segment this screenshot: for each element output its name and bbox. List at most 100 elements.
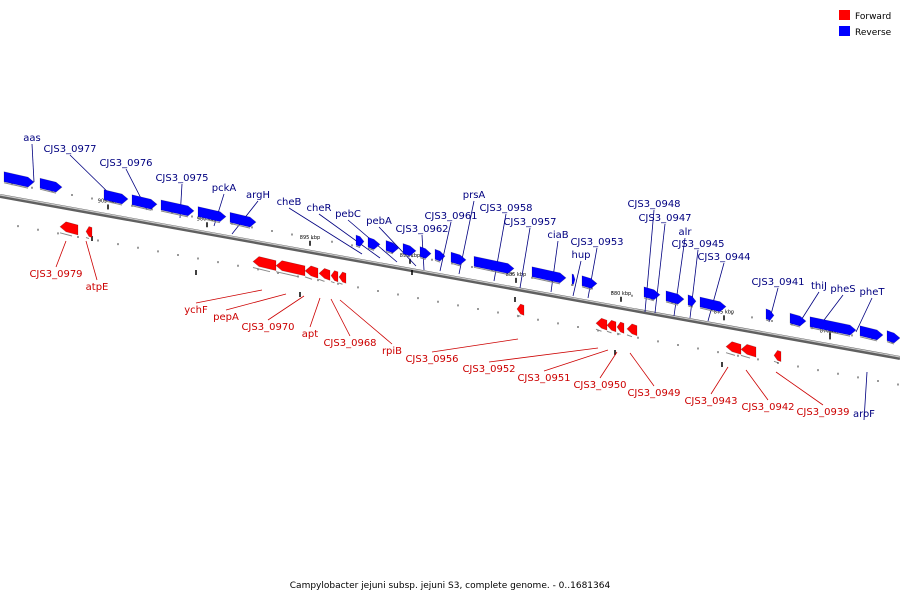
- reverse-gene: [581, 275, 598, 289]
- gene-label: cheR: [307, 203, 332, 214]
- leader-line: [85, 240, 98, 281]
- reverse-gene: [531, 266, 567, 284]
- gene-label: CJS3_0948: [627, 199, 680, 210]
- reverse-gene: [859, 325, 884, 341]
- reverse-gene: [665, 290, 685, 305]
- leader-line: [55, 240, 67, 268]
- reverse-gene: [643, 286, 661, 301]
- reverse-gene: [103, 189, 129, 205]
- gene-label: CJS3_0944: [697, 252, 750, 263]
- leader-line: [288, 207, 363, 255]
- kbp-tick-label: 885 kbp: [506, 272, 526, 278]
- gene-shadow: [789, 323, 801, 328]
- gene-shadow: [85, 237, 90, 240]
- gene-shadow: [581, 286, 592, 290]
- leader-line: [225, 293, 287, 311]
- leader-line: [195, 289, 263, 304]
- forward-gene: [318, 268, 331, 281]
- gene-label: CJS3_0968: [323, 338, 376, 349]
- gene-label: prsA: [463, 190, 486, 201]
- gene-label: pheS: [830, 284, 855, 295]
- leader-line: [599, 351, 618, 379]
- gene-label: CJS3_0975: [155, 173, 208, 184]
- gene-label: CJS3_0953: [570, 237, 623, 248]
- forward-gene: [516, 303, 525, 316]
- gene-shadow: [516, 314, 521, 317]
- gene-shadow: [197, 217, 221, 224]
- gene-label: pepA: [213, 312, 239, 323]
- gene-label: CJS3_0945: [671, 239, 724, 250]
- reverse-gene: [3, 171, 35, 188]
- gene-shadow: [59, 232, 73, 237]
- kbp-tick-label: 880 kbp: [611, 291, 631, 297]
- gene-label: CJS3_0956: [405, 354, 458, 365]
- reverse-gene: [131, 194, 158, 210]
- gene-shadow: [473, 266, 509, 276]
- gene-label: pheT: [860, 287, 886, 298]
- gene-label: CJS3_0952: [462, 364, 515, 375]
- gene-shadow: [699, 307, 721, 314]
- legend-swatch-forward: [839, 10, 850, 20]
- leader-line: [330, 298, 351, 337]
- forward-gene: [606, 319, 617, 333]
- gene-shadow: [229, 222, 251, 229]
- gene-label: pebA: [366, 216, 392, 227]
- gene-label: alr: [678, 227, 692, 238]
- reverse-gene: [367, 236, 381, 250]
- gene-label: ychF: [184, 305, 208, 316]
- gene-label: atpE: [86, 282, 109, 293]
- gene-shadow: [103, 200, 123, 206]
- forward-gene: [330, 270, 339, 283]
- gene-label: apt: [302, 329, 318, 340]
- legend-label-reverse: Reverse: [855, 28, 892, 38]
- kbp-tick-label: 895 kbp: [300, 235, 320, 241]
- gene-shadow: [595, 328, 602, 332]
- gene-shadow: [809, 327, 851, 337]
- forward-gene: [626, 323, 638, 337]
- gene-label: pebC: [335, 209, 361, 220]
- forward-gene: [740, 344, 757, 358]
- gene-label: CJS3_0947: [638, 213, 691, 224]
- gene-label: ciaB: [547, 230, 568, 241]
- gene-shadow: [402, 254, 411, 258]
- leader-line: [318, 213, 381, 259]
- forward-gene: [85, 226, 93, 238]
- reverse-gene: [789, 312, 807, 327]
- gene-shadow: [531, 277, 561, 285]
- gene-shadow: [160, 210, 189, 218]
- gene-label: CJS3_0949: [627, 388, 680, 399]
- leader-line: [431, 338, 519, 353]
- gene-shadow: [367, 247, 375, 251]
- leader-line: [572, 260, 582, 297]
- reverse-gene: [419, 246, 432, 259]
- gene-label: CJS3_0977: [43, 144, 96, 155]
- gene-label: rpiB: [382, 346, 402, 357]
- gene-shadow: [275, 271, 300, 278]
- gene-label: CJS3_0979: [29, 269, 82, 280]
- gene-shadow: [773, 360, 778, 364]
- gene-shadow: [3, 182, 29, 189]
- gene-shadow: [765, 319, 771, 322]
- gene-label: CJS3_0962: [395, 224, 448, 235]
- leader-line: [488, 347, 599, 363]
- gene-label: CJS3_0958: [479, 203, 532, 214]
- gene-label: CJS3_0961: [424, 211, 477, 222]
- gene-shadow: [571, 284, 574, 286]
- gene-shadow: [687, 305, 693, 308]
- leader-line: [745, 369, 769, 401]
- gene-shadow: [740, 354, 751, 359]
- gene-shadow: [419, 257, 426, 261]
- reverse-gene: [765, 308, 775, 321]
- legend: Forward Reverse: [839, 10, 892, 38]
- gene-label: aroF: [853, 409, 875, 420]
- forward-gene: [616, 321, 625, 334]
- gene-shadow: [606, 330, 612, 334]
- gene-label: CJS3_0970: [241, 322, 294, 333]
- leader-line: [707, 262, 725, 322]
- leader-line: [439, 221, 452, 272]
- leader-line: [31, 143, 35, 183]
- reverse-gene: [39, 177, 63, 193]
- genes: [3, 171, 900, 364]
- reverse-gene: [473, 255, 515, 274]
- forward-gene: [252, 256, 277, 272]
